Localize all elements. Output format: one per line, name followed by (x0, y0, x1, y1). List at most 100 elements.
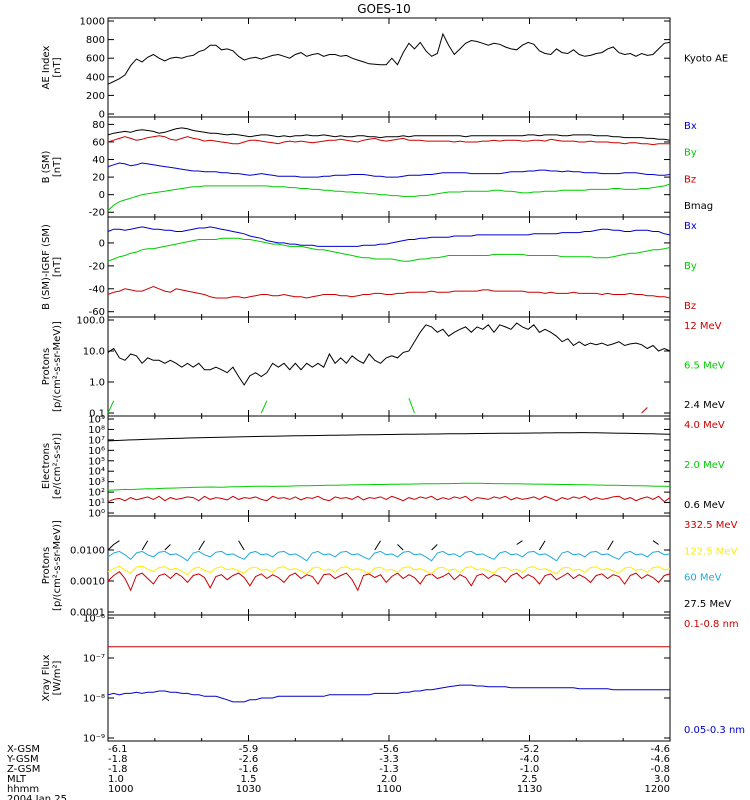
y-tick-label: 0.0010 (70, 577, 105, 588)
ephemeris-value: 1.5 (241, 774, 257, 785)
ephemeris-value: 2.0 (381, 774, 397, 785)
legend-entry: 27.5 MeV (684, 599, 731, 610)
legend-entry: 6.5 MeV (684, 361, 725, 372)
y-tick-label: 10³ (88, 477, 105, 488)
y-tick-label: 0.0001 (70, 608, 105, 619)
series-line-protons_high-1 (107, 565, 671, 576)
ephemeris-value: 1.0 (108, 774, 124, 785)
ephemeris-row-label: MLT (7, 774, 27, 785)
series-line-b_sm-3 (107, 127, 671, 141)
panel-frame-ae (107, 17, 671, 118)
y-axis-unit: [p/(cm²-s-sr-MeV)] (52, 520, 63, 611)
ephemeris-row-label: X-GSM (7, 744, 40, 755)
y-tick-label: 100.0 (76, 316, 105, 327)
ephemeris-value: 1100 (376, 784, 401, 795)
ephemeris-value: -1.6 (239, 764, 259, 775)
series-line-electrons-0 (107, 495, 671, 503)
ephemeris-value: 1130 (517, 784, 542, 795)
y-axis-unit: [W/m²] (52, 660, 63, 695)
legend-entry: Bz (684, 174, 696, 185)
ephemeris-value: -1.0 (520, 764, 540, 775)
legend-entry: 0.05-0.3 nm (684, 725, 745, 736)
ephemeris-value: 1000 (108, 784, 133, 795)
y-axis-unit: [e/(cm²-s-sr)] (52, 433, 63, 499)
series-line-protons_high-0 (107, 571, 671, 592)
legend-entry: Bmag (684, 201, 713, 212)
y-axis-title: B (SM) (41, 150, 52, 183)
series-line-b_diff-0 (107, 226, 671, 247)
y-tick-label: 20 (92, 173, 105, 184)
y-tick-label: 10⁻⁹ (83, 734, 105, 745)
legend-entry: Bx (684, 121, 697, 132)
y-tick-label: 800 (86, 35, 105, 46)
y-tick-label: 10⁸ (88, 425, 105, 436)
y-axis-unit: [nT] (52, 257, 63, 277)
y-axis-title: Protons (41, 348, 52, 385)
y-tick-label: -20 (89, 261, 105, 272)
y-tick-label: 0 (99, 238, 105, 249)
series-line-protons_low-0 (641, 407, 648, 414)
y-tick-label: 10⁶ (88, 446, 105, 457)
y-tick-label: 0 (99, 190, 105, 201)
series-line-electrons-2 (107, 432, 671, 442)
legend-entry: 4.0 MeV (684, 420, 725, 431)
ephemeris-value: -4.6 (650, 754, 670, 765)
y-tick-label: 10.0 (83, 347, 105, 358)
legend-entry: 0.1-0.8 nm (684, 619, 739, 630)
y-tick-label: 10⁷ (88, 435, 105, 446)
ephemeris-value: -4.0 (520, 754, 540, 765)
ephemeris-row-label: Y-GSM (6, 754, 39, 765)
legend-entry: 332.5 MeV (684, 520, 738, 531)
ephemeris-value: 1030 (236, 784, 261, 795)
ephemeris-value: -1.8 (108, 754, 128, 765)
ephemeris-value: -1.3 (379, 764, 399, 775)
series-line-protons_low-2 (107, 322, 671, 386)
y-tick-label: 40 (92, 155, 105, 166)
panel-frame-xray (107, 614, 671, 742)
ephemeris-value: -0.8 (650, 764, 670, 775)
series-line-b_diff-1 (107, 237, 671, 262)
y-tick-label: 10⁻⁷ (83, 654, 105, 665)
series-line-b_sm-0 (107, 162, 671, 178)
y-tick-label: 10⁻⁶ (83, 614, 105, 625)
ephemeris-value: 1200 (645, 784, 670, 795)
legend-entry: 0.6 MeV (684, 500, 725, 511)
legend-entry: 12 MeV (684, 321, 722, 332)
y-tick-label: 200 (86, 91, 105, 102)
ephemeris-value: -5.9 (239, 744, 259, 755)
y-tick-label: -60 (89, 307, 105, 318)
ephemeris-row-label: Z-GSM (7, 764, 40, 775)
ephemeris-value: 2.5 (522, 774, 538, 785)
y-axis-title: AE Index (41, 45, 52, 89)
y-tick-label: 10¹ (88, 498, 105, 509)
y-tick-label: 10² (88, 488, 105, 499)
y-axis-title: B (SM)-IGRF (SM) (41, 224, 52, 310)
chart-title: GOES-10 (357, 2, 411, 16)
ephemeris-value: -2.6 (239, 754, 259, 765)
ephemeris-value: -4.6 (650, 744, 670, 755)
panel-frame-electrons (107, 415, 671, 517)
y-tick-label: 1.0 (89, 378, 105, 389)
y-tick-label: 0.1 (89, 409, 105, 420)
series-line-protons_low-1 (108, 398, 460, 413)
y-tick-label: 0.0100 (70, 546, 105, 557)
series-line-b_sm-1 (107, 183, 671, 211)
series-line-protons_high-2 (107, 550, 671, 562)
legend-entry: By (684, 148, 697, 159)
legend-entry: Bx (684, 221, 697, 232)
y-tick-label: 10⁴ (88, 467, 105, 478)
y-axis-unit: [nT] (52, 157, 63, 177)
y-tick-label: -20 (89, 208, 105, 219)
legend-entry: Bz (684, 301, 696, 312)
legend-entry: 60 MeV (684, 573, 722, 584)
y-axis-unit: [nT] (52, 57, 63, 77)
ephemeris-value: -5.6 (379, 744, 399, 755)
y-axis-title: Electrons (41, 443, 52, 489)
ephemeris-row-label: 2004 Jan 25 (7, 794, 67, 800)
ephemeris-row-label: hhmm (7, 784, 39, 795)
y-tick-label: 600 (86, 54, 105, 65)
ephemeris-value: -3.3 (379, 754, 399, 765)
y-tick-label: 10⁰ (88, 509, 105, 520)
y-tick-label: -40 (89, 284, 105, 295)
